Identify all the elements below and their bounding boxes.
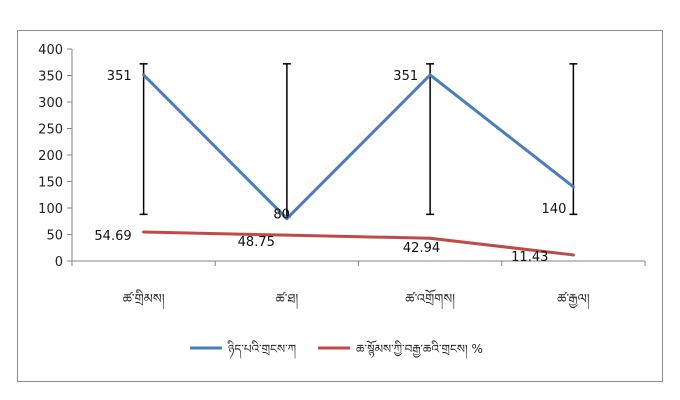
x-category-label: ཚ་རྒྱལ། (557, 291, 590, 310)
series-line-2 (143, 230, 574, 257)
y-tick-label: 150 (38, 176, 63, 191)
data-label-series-2: 11.43 (511, 250, 548, 265)
y-tick-label: 350 (38, 70, 63, 85)
data-point (142, 73, 146, 77)
data-point (428, 73, 432, 77)
y-tick-label: 400 (38, 43, 63, 58)
x-category-label: ཚ་ཐ། (276, 291, 299, 310)
chart-frame (17, 30, 663, 382)
data-label-series-2: 48.75 (238, 235, 275, 250)
data-point (142, 230, 146, 234)
data-point (285, 217, 289, 221)
y-tick-label: 50 (46, 229, 63, 244)
y-tick-label: 100 (38, 202, 63, 217)
x-category-label: ཚ་འགྲོགས། (405, 288, 455, 310)
y-tick-label: 0 (55, 255, 63, 270)
x-category-label: ཚ་གྲིམས། (123, 289, 165, 310)
data-point (571, 185, 575, 189)
data-label-series-1: 140 (542, 202, 567, 217)
data-label-series-1: 351 (393, 69, 418, 84)
legend-label-series-1: ཉིད་པའི་གྲངས་ཀ (227, 340, 296, 359)
data-label-series-1: 80 (273, 208, 290, 223)
data-label-series-2: 54.69 (94, 229, 131, 244)
data-point (571, 253, 575, 257)
data-label-series-2: 42.94 (403, 241, 440, 256)
data-point (428, 236, 432, 240)
y-tick-label: 300 (38, 96, 63, 111)
series-line-1 (142, 73, 575, 221)
data-point (285, 233, 289, 237)
y-tick-label: 250 (38, 123, 63, 138)
legend-label-series-2: ཆ་སྙོམས་ཀྱི་བརྒྱ་ཆའི་གྲངས། % (356, 340, 483, 359)
data-label-series-1: 351 (107, 69, 132, 84)
y-tick-label: 200 (38, 149, 63, 164)
